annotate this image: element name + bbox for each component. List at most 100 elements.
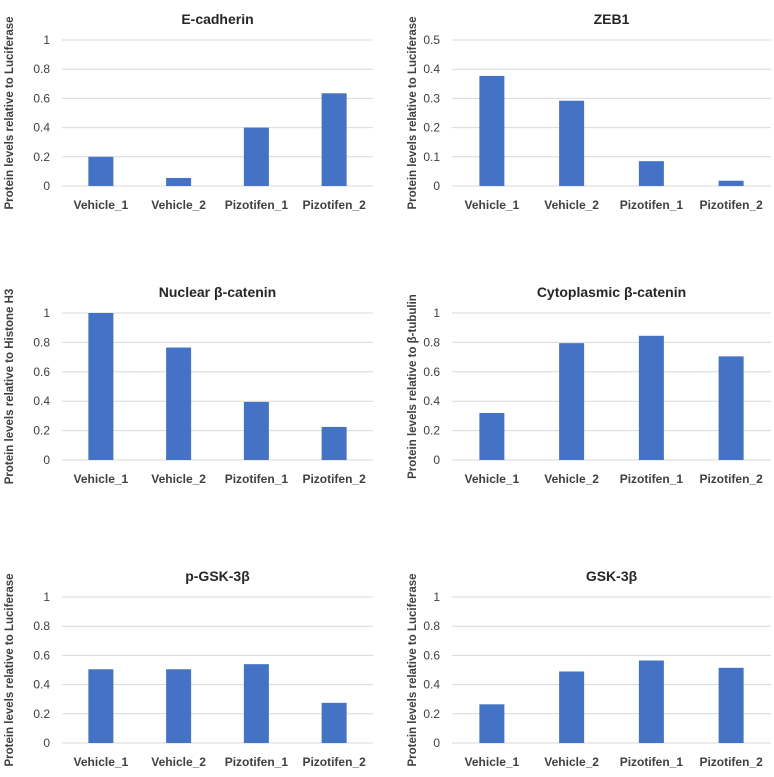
y-tick-label: 0.8 xyxy=(423,335,440,349)
y-tick-label: 0.6 xyxy=(33,365,50,379)
x-tick-label: Pizotifen_2 xyxy=(302,198,366,212)
chart-panel-2: 0 0.1 0.2 0.3 0.4 0.5 Vehicle_1 Vehicle_2 Pizoti… xyxy=(407,11,771,212)
bar-pizotifen_2 xyxy=(321,426,347,460)
y-tick-label: 0.2 xyxy=(33,424,50,438)
bar-vehicle_1 xyxy=(88,669,114,743)
bar-pizotifen_1 xyxy=(638,161,664,186)
y-tick-label: 0.8 xyxy=(33,62,50,76)
bar-vehicle_1 xyxy=(88,313,114,460)
bar-vehicle_2 xyxy=(166,669,192,743)
y-tick-label: 0.2 xyxy=(33,150,50,164)
y-axis-label: Protein levels relative to Luciferase xyxy=(407,16,419,209)
bar-pizotifen_2 xyxy=(321,702,347,743)
y-tick-label: 0.2 xyxy=(423,707,440,721)
chart-title: E-cadherin xyxy=(181,11,253,27)
chart-panel-4: 0 0.2 0.4 0.6 0.8 1 Vehicle_1 Vehicle_2 Pizotife… xyxy=(407,284,771,486)
y-tick-label: 0.1 xyxy=(423,150,440,164)
bar-vehicle_2 xyxy=(166,347,192,460)
y-tick-label: 0 xyxy=(433,736,440,750)
y-tick-label: 0 xyxy=(433,453,440,467)
y-tick-label: 0.6 xyxy=(423,648,440,662)
y-axis-label: Protein levels relative to β-tubulin xyxy=(407,294,419,479)
y-axis-label: Protein levels relative to Histone H3 xyxy=(4,289,16,485)
bar-vehicle_1 xyxy=(479,412,505,460)
y-tick-label: 1 xyxy=(43,33,50,47)
bar-pizotifen_1 xyxy=(638,335,664,460)
chart-title: ZEB1 xyxy=(594,11,630,27)
bar-pizotifen_1 xyxy=(638,660,664,743)
x-tick-label: Vehicle_1 xyxy=(465,755,520,769)
y-tick-label: 1 xyxy=(433,306,440,320)
x-tick-label: Pizotifen_2 xyxy=(302,755,366,769)
y-axis-label: Protein levels relative to Luciferase xyxy=(4,16,16,209)
bar-vehicle_2 xyxy=(559,671,585,743)
y-tick-label: 0.6 xyxy=(423,365,440,379)
y-tick-label: 0.4 xyxy=(33,121,50,135)
y-tick-label: 0.4 xyxy=(423,62,440,76)
y-tick-label: 1 xyxy=(43,590,50,604)
y-tick-label: 0.8 xyxy=(33,619,50,633)
y-axis-label: Protein levels relative to Luciferase xyxy=(4,573,16,766)
bar-vehicle_2 xyxy=(166,177,192,186)
y-tick-label: 0.8 xyxy=(33,335,50,349)
y-tick-label: 0.4 xyxy=(423,394,440,408)
x-tick-label: Pizotifen_1 xyxy=(620,755,684,769)
chart-title: Nuclear β-catenin xyxy=(159,284,276,300)
y-tick-label: 0.2 xyxy=(33,707,50,721)
bar-pizotifen_2 xyxy=(718,667,744,743)
x-tick-label: Vehicle_1 xyxy=(74,472,129,486)
bar-pizotifen_2 xyxy=(718,180,744,186)
y-tick-label: 0 xyxy=(43,736,50,750)
x-tick-label: Vehicle_2 xyxy=(544,198,599,212)
x-tick-label: Vehicle_2 xyxy=(544,755,599,769)
bar-pizotifen_1 xyxy=(243,664,269,743)
bar-vehicle_2 xyxy=(559,100,585,186)
chart-title: p-GSK-3β xyxy=(185,568,250,584)
bar-pizotifen_1 xyxy=(243,401,269,460)
chart-panel-3: 0 0.2 0.4 0.6 0.8 1 Vehicle_1 Vehicle_2 Pizotife… xyxy=(4,284,373,486)
bar-vehicle_1 xyxy=(479,75,505,186)
y-tick-label: 1 xyxy=(433,590,440,604)
y-tick-label: 0.6 xyxy=(33,91,50,105)
chart-panel-5: 0 0.2 0.4 0.6 0.8 1 Vehicle_1 Vehicle_2 Pizotife… xyxy=(4,568,373,769)
bar-pizotifen_2 xyxy=(718,356,744,460)
x-tick-label: Pizotifen_1 xyxy=(225,198,289,212)
x-tick-label: Vehicle_1 xyxy=(465,472,520,486)
y-tick-label: 0.4 xyxy=(423,678,440,692)
chart-panel-6: 0 0.2 0.4 0.6 0.8 1 Vehicle_1 Vehicle_2 Pizotife… xyxy=(407,568,771,769)
bar-pizotifen_1 xyxy=(243,127,269,186)
bar-vehicle_2 xyxy=(559,343,585,460)
y-tick-label: 0.5 xyxy=(423,33,440,47)
y-tick-label: 1 xyxy=(43,306,50,320)
x-tick-label: Vehicle_2 xyxy=(151,472,206,486)
bar-vehicle_1 xyxy=(88,156,114,186)
chart-panel-1: 0 0.2 0.4 0.6 0.8 1 Vehicle_1 Vehicle_2 Pizotife… xyxy=(4,11,373,212)
y-tick-label: 0.2 xyxy=(423,121,440,135)
x-tick-label: Pizotifen_1 xyxy=(225,472,289,486)
y-tick-label: 0.4 xyxy=(33,394,50,408)
x-tick-label: Vehicle_2 xyxy=(151,198,206,212)
y-tick-label: 0.4 xyxy=(33,678,50,692)
y-tick-label: 0 xyxy=(43,179,50,193)
x-tick-label: Pizotifen_1 xyxy=(620,198,684,212)
y-tick-label: 0.2 xyxy=(423,424,440,438)
x-tick-label: Pizotifen_2 xyxy=(699,755,763,769)
chart-title: GSK-3β xyxy=(586,568,638,584)
x-tick-label: Vehicle_2 xyxy=(151,755,206,769)
chart-title: Cytoplasmic β-catenin xyxy=(537,284,686,300)
y-tick-label: 0.6 xyxy=(33,648,50,662)
bar-vehicle_1 xyxy=(479,704,505,743)
x-tick-label: Vehicle_2 xyxy=(544,472,599,486)
x-tick-label: Pizotifen_1 xyxy=(225,755,289,769)
y-tick-label: 0 xyxy=(433,179,440,193)
x-tick-label: Vehicle_1 xyxy=(74,755,129,769)
x-tick-label: Pizotifen_2 xyxy=(302,472,366,486)
y-tick-label: 0 xyxy=(43,453,50,467)
x-tick-label: Pizotifen_1 xyxy=(620,472,684,486)
y-axis-label: Protein levels relative to Luciferase xyxy=(407,573,419,766)
y-tick-label: 0.3 xyxy=(423,91,440,105)
x-tick-label: Vehicle_1 xyxy=(74,198,129,212)
bar-pizotifen_2 xyxy=(321,93,347,186)
